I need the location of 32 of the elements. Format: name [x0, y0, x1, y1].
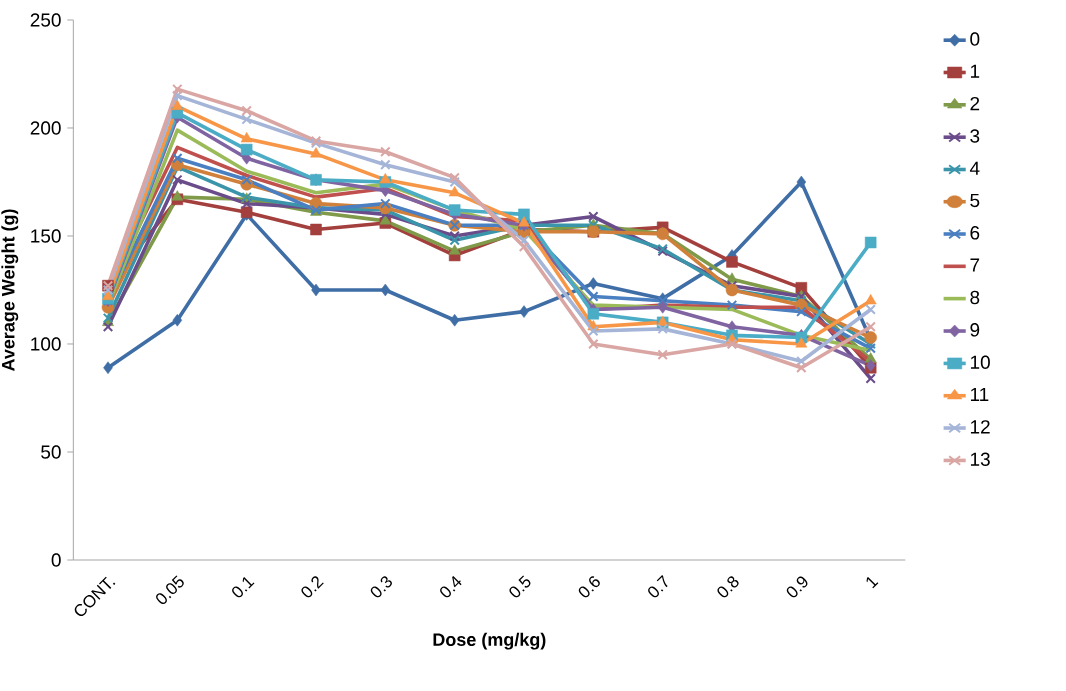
legend-label: 6 — [970, 226, 980, 240]
legend-label: 4 — [969, 161, 980, 175]
x-tick-label: 0.7 — [648, 575, 668, 598]
legend-label: 10 — [970, 355, 990, 369]
x-tick-label: 0.3 — [370, 576, 392, 598]
y-tick-label: 0 — [51, 553, 61, 567]
y-tick-label: 150 — [31, 229, 61, 243]
legend-label: 11 — [970, 387, 989, 401]
legend-label: 0 — [970, 32, 980, 46]
legend-label: 3 — [970, 129, 980, 143]
x-tick-label: 1 — [866, 576, 879, 589]
x-tick-label: 0.6 — [578, 576, 600, 598]
x-tick-label: 0.1 — [232, 577, 255, 598]
x-axis-title: Dose (mg/kg) — [433, 632, 546, 650]
x-tick-label: 0.2 — [301, 576, 324, 598]
x-tick-label: 0.9 — [786, 576, 808, 598]
legend-label: 12 — [970, 420, 990, 434]
y-tick-label: 200 — [30, 121, 61, 135]
y-axis-title: Average Weight (g) — [1, 209, 19, 372]
legend-label: 9 — [970, 323, 980, 337]
legend-label: 5 — [970, 193, 980, 208]
y-tick-label: 100 — [31, 337, 61, 351]
x-tick-label: 0.4 — [440, 575, 462, 598]
legend-label: 8 — [970, 290, 980, 305]
y-tick-label: 50 — [41, 445, 61, 459]
x-tick-label: 0.5 — [509, 575, 531, 598]
legend-label: 2 — [970, 96, 980, 111]
y-tick-label: 250 — [30, 13, 61, 27]
x-tick-label: 0.8 — [717, 576, 739, 598]
legend-label: 7 — [970, 258, 980, 272]
legend-label: 1 — [970, 64, 980, 78]
legend-label: 13 — [970, 452, 990, 466]
